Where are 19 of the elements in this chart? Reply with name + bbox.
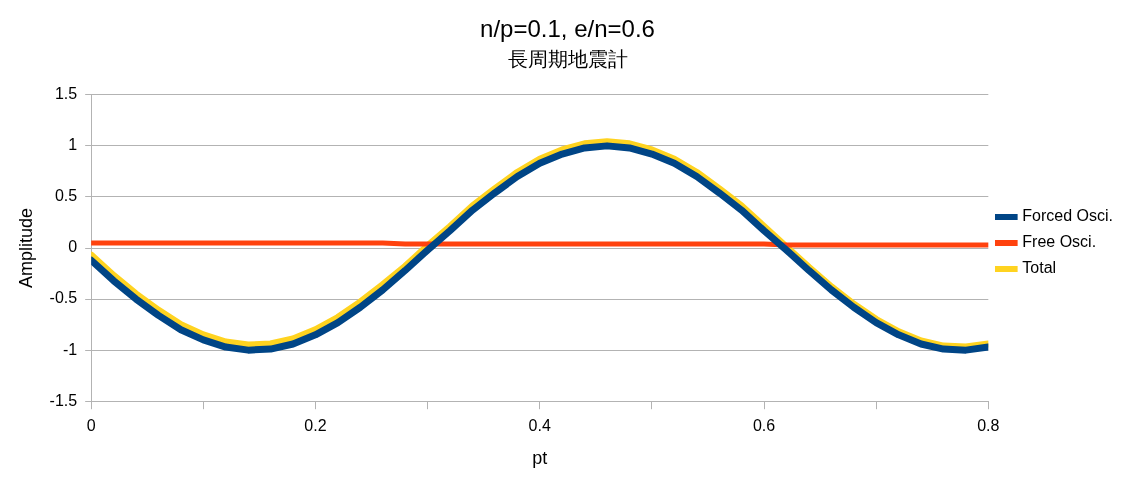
x-tick-label: 0.8 [977,417,1000,435]
chart-subtitle: 長周期地震計 [507,48,628,71]
y-tick-label: 0 [68,238,78,256]
y-axis-title: Amplitude [15,207,36,289]
chart-title: n/p=0.1, e/n=0.6 [480,15,655,43]
y-tick-label: -0.5 [49,289,78,307]
y-tick-label: -1 [62,340,78,358]
legend-label: Free Osci. [1022,233,1097,251]
x-tick-label: 0.2 [304,417,327,435]
legend-label: Forced Osci. [1022,207,1113,225]
y-tick-label: -1.5 [49,391,78,409]
x-tick-label: 0.4 [528,417,551,435]
x-tick-label: 0.6 [752,417,776,435]
legend-label: Total [1022,259,1057,277]
x-axis-title: pt [532,448,548,469]
y-tick-label: 1 [68,136,78,154]
y-tick-label: 1.5 [54,85,78,103]
x-tick-label: 0 [86,417,96,435]
y-tick-label: 0.5 [54,187,78,205]
